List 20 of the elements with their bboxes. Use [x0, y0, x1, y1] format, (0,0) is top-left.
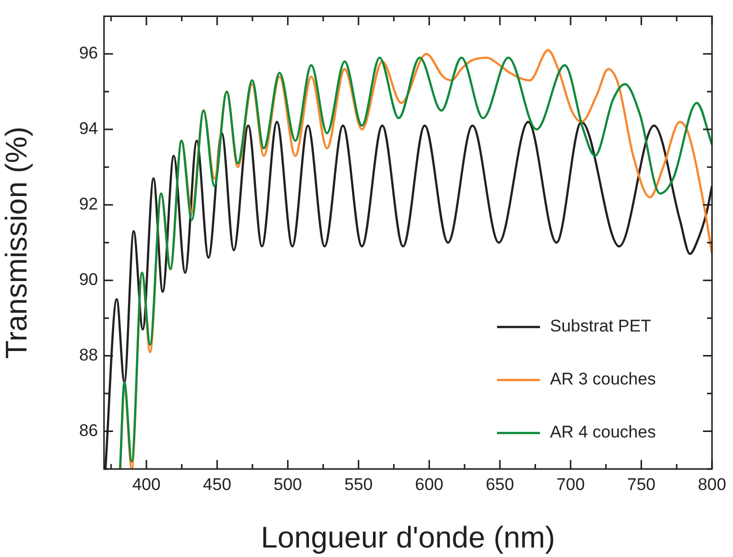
y-axis-title: Transmission (%) [0, 126, 34, 359]
y-tick-label: 90 [79, 270, 98, 290]
legend-label: AR 4 couches [550, 422, 656, 442]
x-axis-title: Longueur d'onde (nm) [260, 521, 556, 554]
x-tick-label: 650 [486, 474, 514, 494]
legend-label: AR 3 couches [550, 370, 656, 389]
x-tick-label: 800 [698, 474, 726, 494]
y-tick-label: 86 [79, 420, 98, 440]
legend-label: Substrat PET [550, 316, 652, 336]
x-tick-label: 600 [415, 474, 444, 494]
x-tick-label: 750 [627, 474, 656, 494]
x-tick-label: 400 [132, 474, 161, 494]
x-tick-label: 450 [202, 474, 232, 494]
y-tick-label: 88 [79, 345, 98, 364]
x-tick-label: 550 [344, 474, 373, 494]
x-tick-label: 700 [556, 474, 585, 494]
y-tick-label: 92 [79, 194, 98, 214]
y-tick-label: 94 [79, 119, 98, 138]
x-tick-label: 500 [274, 474, 302, 494]
y-tick-label: 96 [79, 44, 98, 63]
